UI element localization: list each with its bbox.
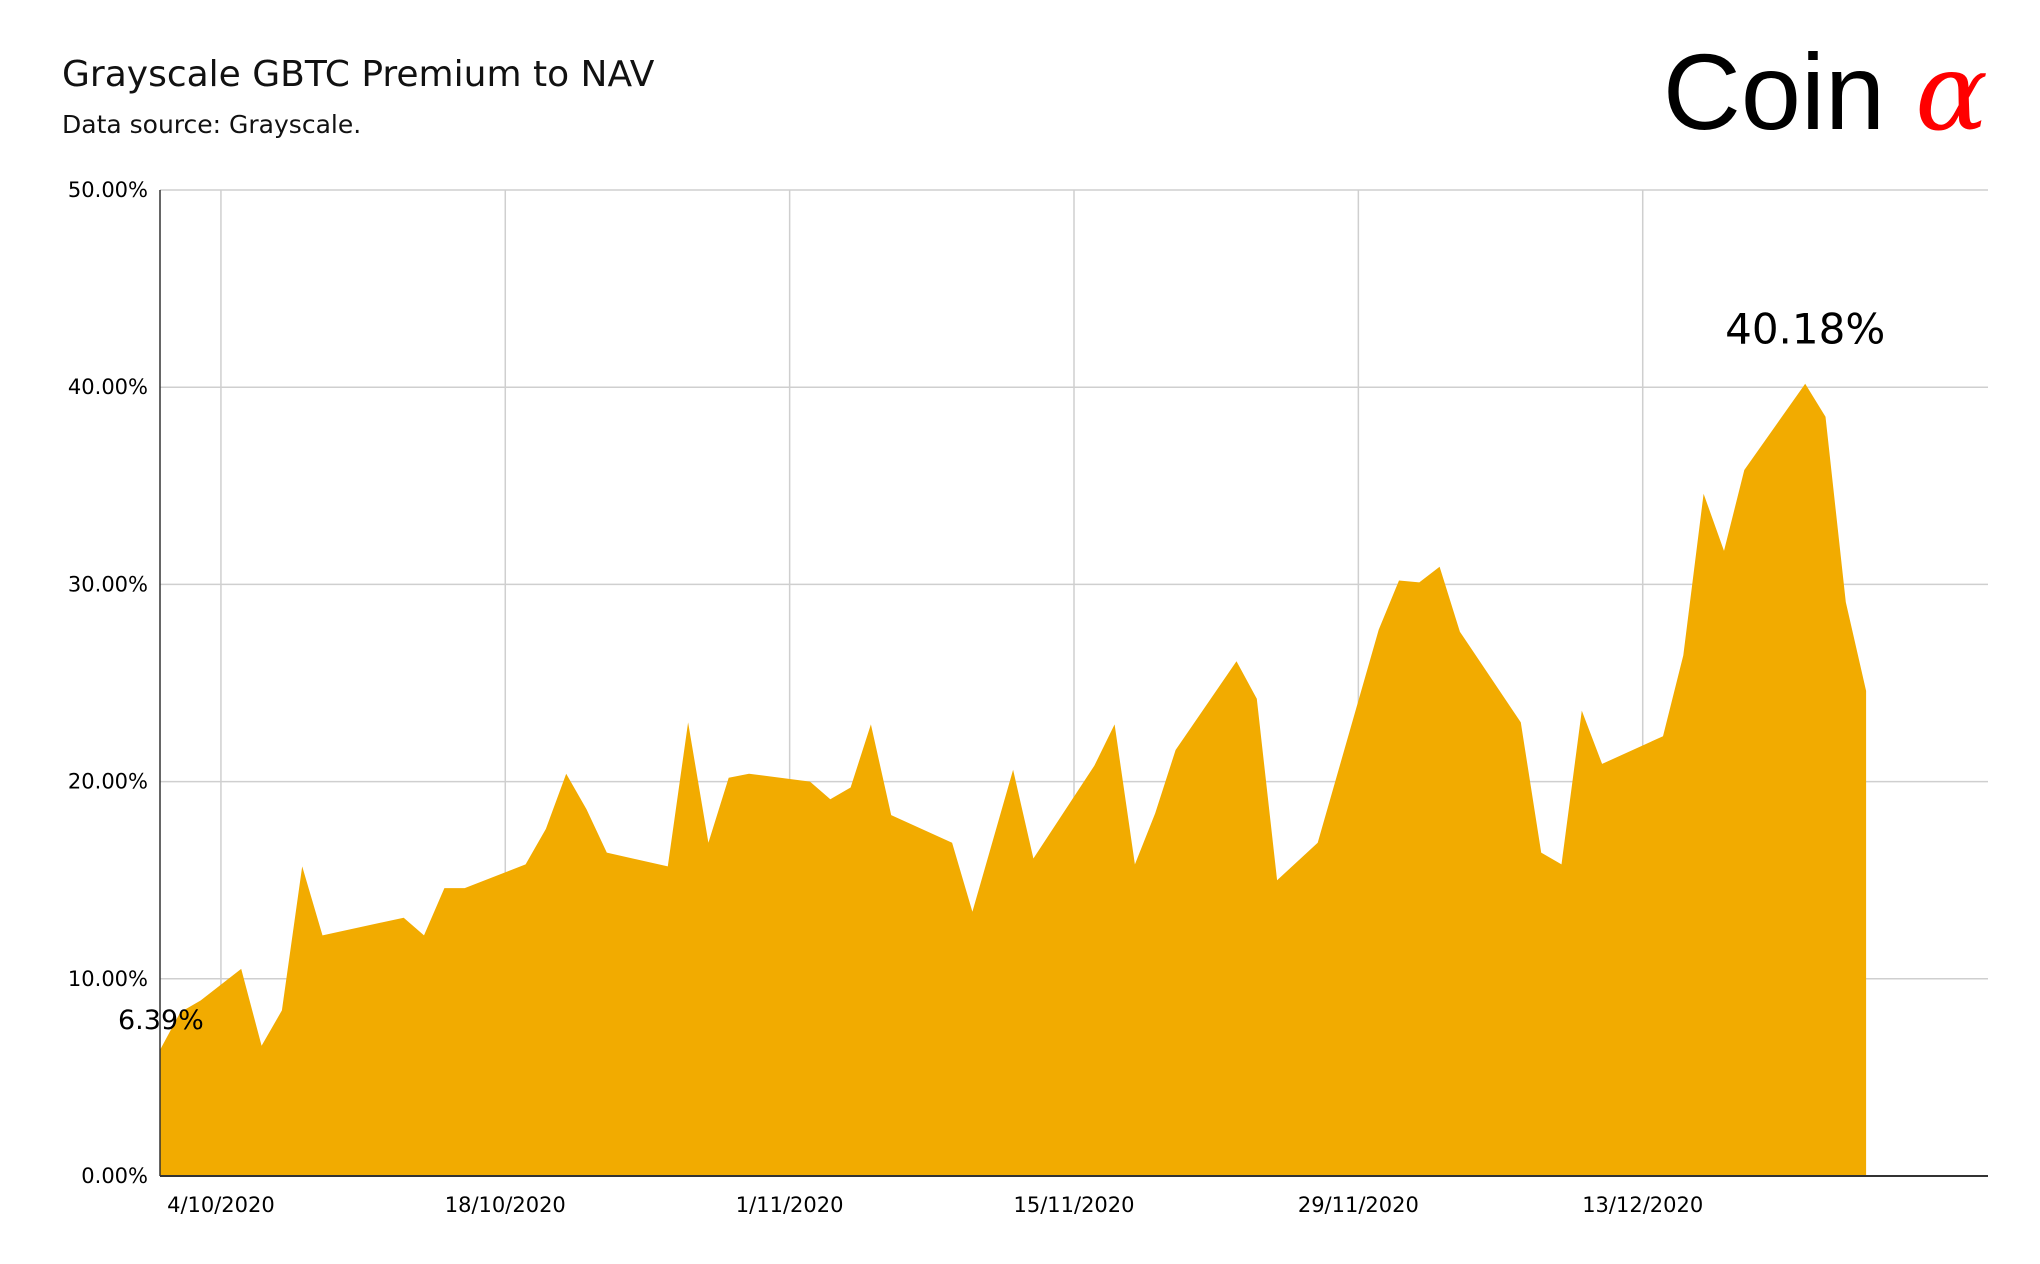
axes [159,190,1988,1177]
x-tick-label: 15/11/2020 [1013,1193,1134,1217]
peak-value-label: 40.18% [1725,305,1885,354]
premium-area [160,383,1867,1176]
y-axis-ticks: 0.00% 10.00% 20.00% 30.00% 40.00% 50.00% [68,178,148,1188]
annotations: 6.39% 40.18% [118,305,1885,1036]
y-tick-label: 0.00% [81,1164,148,1188]
y-tick-label: 10.00% [68,967,148,991]
x-tick-label: 13/12/2020 [1582,1193,1703,1217]
y-tick-label: 40.00% [68,375,148,399]
x-tick-label: 29/11/2020 [1298,1193,1419,1217]
chart-title: Grayscale GBTC Premium to NAV [62,54,655,95]
x-axis-ticks: 4/10/2020 18/10/2020 1/11/2020 15/11/2020 29… [167,1193,1703,1217]
brand-alpha-icon: α [1915,30,1988,155]
y-tick-label: 20.00% [68,770,148,794]
area-series [160,383,1867,1176]
chart-subtitle: Data source: Grayscale. [62,110,362,139]
x-tick-label: 4/10/2020 [167,1193,275,1217]
y-tick-label: 30.00% [68,572,148,596]
start-value-label: 6.39% [118,1005,204,1036]
brand-text: Coin [1662,31,1886,152]
brand-logo: Coin α [1663,38,1988,147]
x-tick-label: 1/11/2020 [736,1193,844,1217]
x-tick-label: 18/10/2020 [445,1193,566,1217]
y-tick-label: 50.00% [68,178,148,202]
